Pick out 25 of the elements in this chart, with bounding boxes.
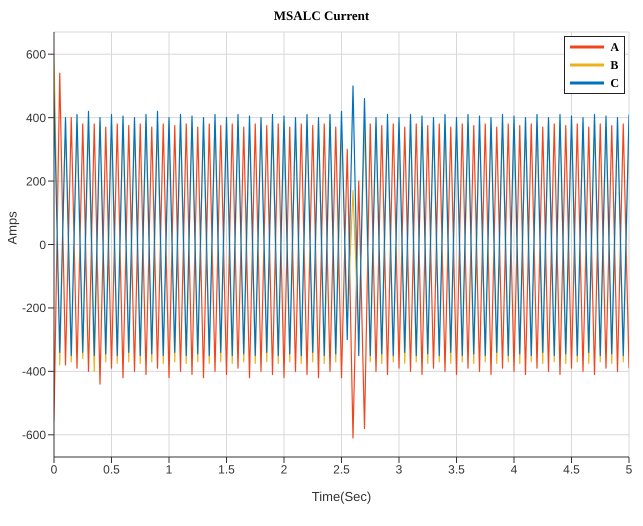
legend-label: B (610, 58, 618, 72)
x-tick-label: 4 (510, 462, 518, 477)
x-axis-title: Time(Sec) (312, 489, 372, 504)
x-tick-label: 2.5 (333, 462, 350, 477)
x-tick-label: 4.5 (563, 462, 580, 477)
legend-label: C (610, 76, 619, 90)
y-tick-label: -200 (22, 301, 46, 316)
x-tick-label: 5 (626, 462, 633, 477)
x-tick-label: 1 (166, 462, 173, 477)
y-axis-title: Amps (4, 210, 20, 244)
x-tick-label: 1.5 (218, 462, 236, 477)
y-tick-label: -600 (22, 428, 46, 442)
x-tick-label: 2 (280, 462, 288, 477)
y-tick-label: 0 (39, 238, 46, 252)
y-tick-label: 200 (26, 174, 46, 188)
x-tick-label: 3.5 (448, 462, 466, 477)
line-series (54, 72, 629, 439)
legend-label: A (610, 40, 619, 54)
x-tick-label: 3 (396, 462, 403, 477)
y-tick-label: 600 (26, 47, 46, 62)
y-tick-label: -400 (22, 364, 46, 379)
y-tick-label: 400 (26, 110, 46, 125)
chart-title: MSALC Current (272, 8, 370, 25)
x-tick-label: 0.5 (103, 462, 120, 477)
x-tick-label: 0 (50, 462, 58, 477)
